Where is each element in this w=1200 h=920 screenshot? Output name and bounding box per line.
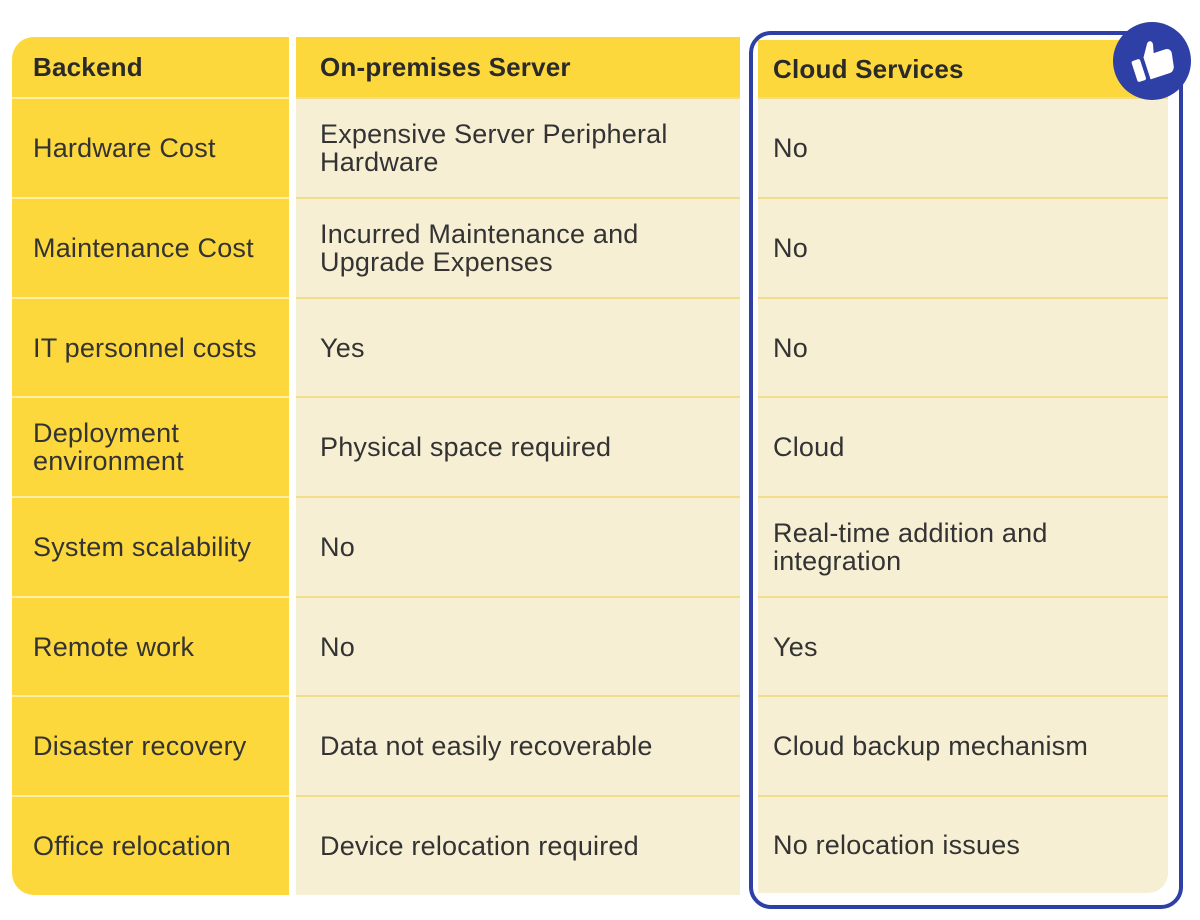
backend-cell: Deployment environment bbox=[33, 418, 184, 476]
cloud-services-cell: Cloud bbox=[773, 432, 845, 462]
cloud-services-column: Cloud Services No No No Cloud Real-time … bbox=[758, 40, 1168, 893]
row-divider bbox=[12, 297, 289, 299]
backend-cell: IT personnel costs bbox=[33, 332, 257, 363]
row-divider bbox=[12, 596, 289, 598]
row-divider bbox=[758, 496, 1168, 498]
row-divider bbox=[296, 496, 740, 498]
backend-cell: Remote work bbox=[33, 631, 195, 662]
cloud-services-highlight-frame bbox=[749, 31, 1183, 909]
row-divider bbox=[296, 297, 740, 299]
cloud-services-cell: No bbox=[773, 233, 808, 263]
row-divider bbox=[12, 197, 289, 199]
backend-column: Backend Hardware Cost Maintenance Cost I… bbox=[12, 37, 289, 895]
row-divider bbox=[758, 197, 1168, 199]
recommended-badge bbox=[1113, 22, 1191, 100]
on-premises-cell: Data not easily recoverable bbox=[320, 731, 653, 761]
cloud-services-cell: Real-time addition and integration bbox=[773, 518, 1048, 576]
row-divider bbox=[12, 496, 289, 498]
cloud-services-header: Cloud Services bbox=[758, 40, 1168, 97]
on-premises-cell: Physical space required bbox=[320, 432, 612, 462]
backend-header: Backend bbox=[33, 52, 143, 82]
backend-cell: System scalability bbox=[33, 532, 252, 562]
row-divider bbox=[758, 795, 1168, 797]
backend-cell: Disaster recovery bbox=[33, 731, 247, 761]
row-divider bbox=[296, 695, 740, 697]
on-premises-cell: No bbox=[320, 631, 355, 662]
on-premises-cell: Yes bbox=[320, 332, 365, 363]
backend-cell: Hardware Cost bbox=[33, 133, 216, 163]
cloud-services-cell: No bbox=[773, 332, 808, 363]
row-divider bbox=[296, 596, 740, 598]
row-divider bbox=[12, 396, 289, 398]
row-divider bbox=[12, 97, 289, 99]
cloud-services-cell: No relocation issues bbox=[773, 830, 1021, 860]
row-divider bbox=[296, 795, 740, 797]
row-divider bbox=[758, 596, 1168, 598]
row-divider bbox=[296, 97, 740, 99]
cloud-services-cell: Cloud backup mechanism bbox=[773, 731, 1089, 761]
on-premises-cell: No bbox=[320, 532, 355, 562]
row-divider bbox=[12, 795, 289, 797]
row-divider bbox=[296, 197, 740, 199]
backend-cell: Maintenance Cost bbox=[33, 233, 254, 263]
row-divider bbox=[12, 695, 289, 697]
cloud-services-cell: No bbox=[773, 133, 808, 163]
on-premises-cell: Expensive Server Peripheral Hardware bbox=[320, 119, 668, 177]
on-premises-header: On-premises Server bbox=[296, 37, 740, 97]
row-divider bbox=[296, 396, 740, 398]
row-divider bbox=[758, 97, 1168, 99]
row-divider bbox=[758, 695, 1168, 697]
row-divider bbox=[758, 297, 1168, 299]
backend-cell: Office relocation bbox=[33, 831, 232, 861]
on-premises-column: On-premises Server Expensive Server Peri… bbox=[296, 37, 740, 895]
thumbs-up-icon bbox=[1131, 41, 1174, 82]
on-premises-cell: Incurred Maintenance and Upgrade Expense… bbox=[320, 219, 639, 277]
row-divider bbox=[758, 396, 1168, 398]
cloud-services-cell: Yes bbox=[773, 631, 818, 662]
on-premises-cell: Device relocation required bbox=[320, 831, 639, 861]
